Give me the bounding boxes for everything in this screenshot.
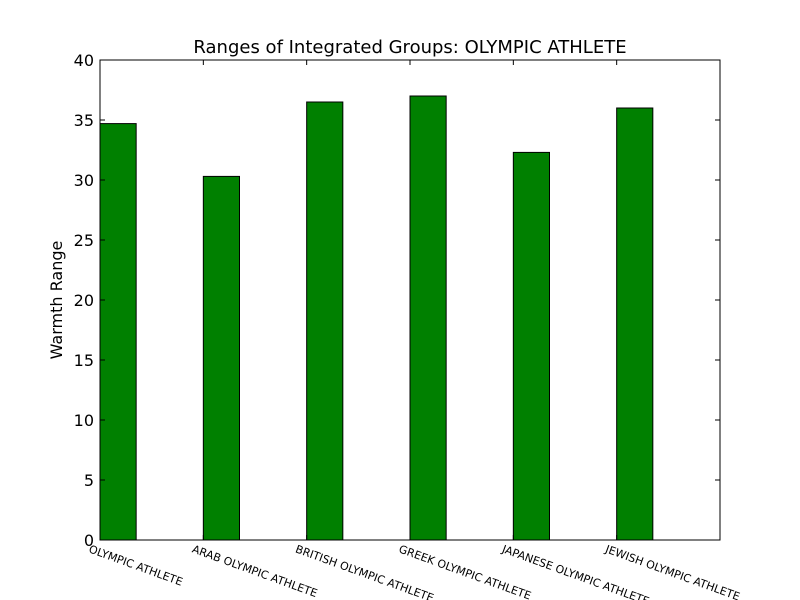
bar-0: [99, 123, 137, 541]
y-tick-label-5: 25: [74, 231, 94, 250]
y-axis-label: Warmth Range: [47, 241, 66, 360]
y-tick-label-0: 0: [84, 531, 94, 550]
bar-5: [616, 107, 654, 541]
y-tick-label-6: 30: [74, 171, 94, 190]
chart-title: Ranges of Integrated Groups: OLYMPIC ATH…: [193, 37, 626, 58]
y-tick-label-8: 40: [74, 51, 94, 70]
y-tick-label-1: 5: [84, 471, 94, 490]
plot-frame: [99, 59, 721, 541]
y-tick-label-4: 20: [74, 291, 94, 310]
y-tick-label-3: 15: [74, 351, 94, 370]
y-tick-label-2: 10: [74, 411, 94, 430]
y-tick-label-7: 35: [74, 111, 94, 130]
bars-group: [99, 95, 654, 541]
bar-2: [306, 101, 344, 541]
bar-3: [409, 95, 447, 541]
y-ticks-group: 0 5 10 15 20 25 30 35 40: [74, 51, 720, 550]
bar-1: [202, 175, 240, 541]
bar-4: [512, 151, 550, 541]
